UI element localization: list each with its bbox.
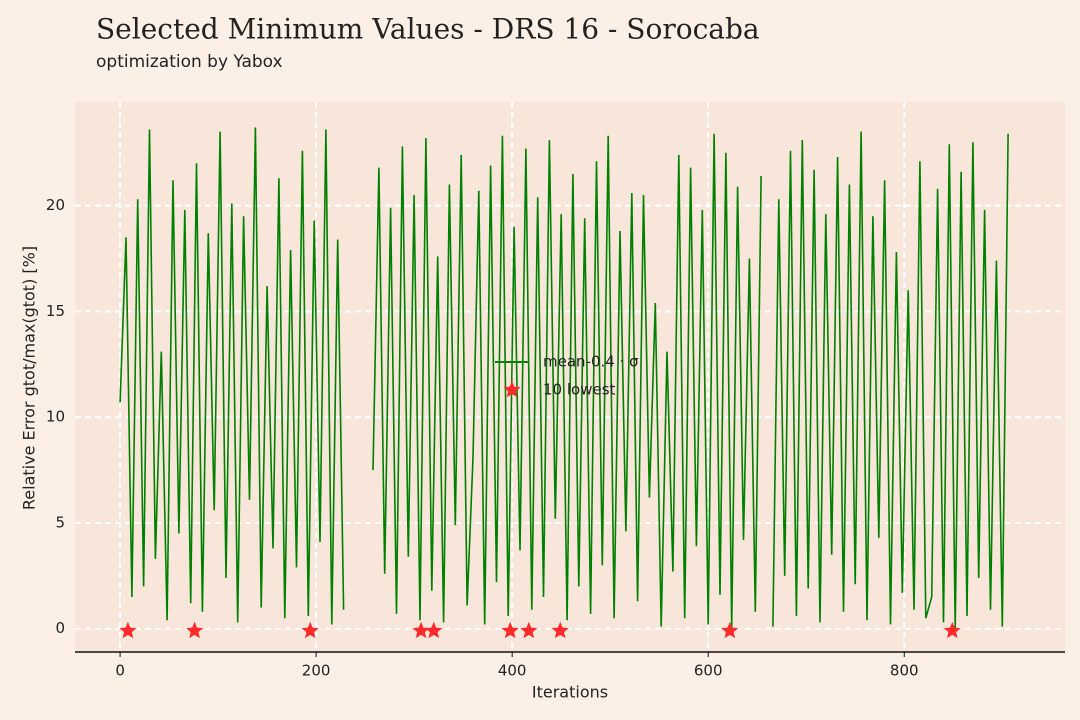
star-marker bbox=[301, 621, 319, 639]
y-tick-label: 10 bbox=[46, 408, 65, 426]
y-axis-label: Relative Error gtot/max(gtot) [%] bbox=[20, 246, 39, 510]
data-line bbox=[119, 127, 1009, 629]
star-marker bbox=[551, 621, 569, 639]
chart-subtitle: optimization by Yabox bbox=[96, 52, 283, 72]
star-marker bbox=[119, 621, 137, 639]
legend-label: mean-0.4 · σ bbox=[543, 353, 639, 371]
chart-title: Selected Minimum Values - DRS 16 - Soroc… bbox=[96, 13, 760, 46]
x-tick-label: 800 bbox=[890, 662, 919, 680]
x-tick-label: 400 bbox=[498, 662, 527, 680]
x-tick-label: 0 bbox=[115, 662, 125, 680]
y-tick-label: 5 bbox=[55, 513, 65, 531]
star-marker bbox=[501, 621, 519, 639]
star-marker bbox=[186, 621, 204, 639]
star-marker bbox=[425, 621, 443, 639]
x-tick-label: 600 bbox=[694, 662, 723, 680]
y-tick-label: 15 bbox=[46, 302, 65, 320]
legend-label: 10 lowest bbox=[543, 381, 616, 399]
star-marker bbox=[943, 621, 961, 639]
x-axis-label: Iterations bbox=[532, 683, 608, 702]
star-marker bbox=[520, 621, 538, 639]
star-marker bbox=[721, 621, 739, 639]
star-marker bbox=[412, 621, 430, 639]
legend-marker bbox=[503, 381, 521, 398]
y-tick-label: 0 bbox=[55, 619, 65, 637]
y-tick-label: 20 bbox=[46, 196, 65, 214]
x-tick-label: 200 bbox=[302, 662, 331, 680]
